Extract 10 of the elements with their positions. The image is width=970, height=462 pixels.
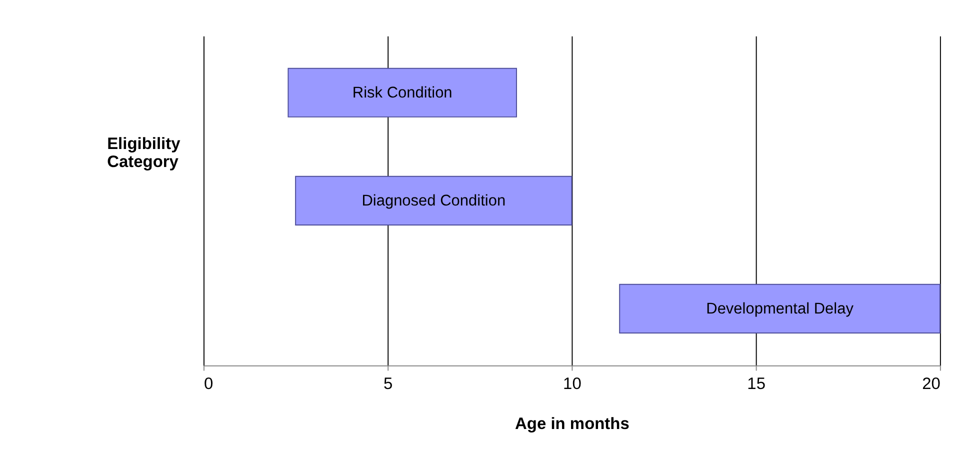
x-tick-label: 10	[563, 375, 582, 394]
x-tick-label: 5	[384, 375, 393, 394]
y-tick-label: Developmental Delay	[706, 300, 854, 318]
x-tick-label: 15	[747, 375, 766, 394]
x-axis-title: Age in months	[515, 414, 630, 433]
x-tick-label: 0	[204, 375, 214, 394]
y-axis-title: Eligibility Category	[107, 134, 182, 172]
y-tick-label: Diagnosed Condition	[362, 192, 506, 210]
y-tick-label: Risk Condition	[352, 84, 452, 102]
x-tick-label: 20	[922, 375, 940, 394]
